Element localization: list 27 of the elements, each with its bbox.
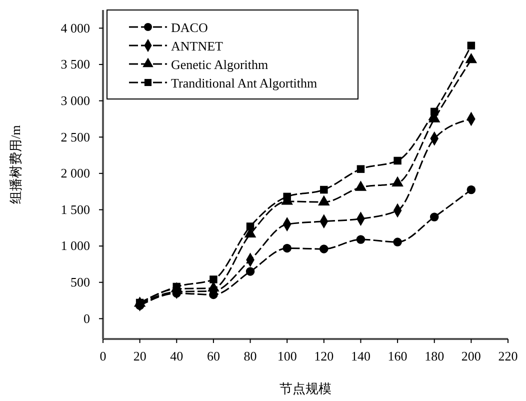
legend-label: DACO (171, 20, 208, 35)
y-tick-label: 1 500 (60, 202, 90, 217)
x-tick-label: 60 (206, 348, 220, 364)
x-tick-label: 120 (314, 348, 334, 364)
y-tick-label: 2 500 (60, 129, 90, 144)
x-tick-label: 0 (100, 348, 106, 364)
y-tick-label: 4 000 (60, 20, 90, 36)
y-tick-label: 3 000 (60, 92, 90, 108)
x-tick-label: 40 (170, 348, 184, 364)
x-tick-label: 140 (350, 348, 370, 364)
x-axis-title: 节点规模 (280, 381, 332, 396)
x-tick-label: 180 (424, 348, 444, 364)
legend-label: Tranditional Ant Algortithm (171, 76, 318, 90)
y-tick-label: 3 500 (60, 56, 90, 72)
x-tick-label: 20 (133, 348, 146, 364)
y-axis-title: 组播树费用/m (8, 125, 23, 204)
y-tick-label: 500 (70, 274, 90, 290)
x-tick-label: 200 (461, 348, 481, 364)
x-tick-label: 80 (244, 348, 257, 364)
y-tick-label: 2 000 (60, 166, 90, 181)
x-tick-label: 100 (277, 348, 297, 364)
y-tick-label: 1 000 (60, 238, 90, 254)
y-tick-label: 0 (84, 310, 90, 326)
x-tick-label: 160 (388, 348, 408, 364)
x-tick-label: 220 (498, 348, 518, 364)
legend-label: Genetic Algorithm (171, 57, 268, 72)
legend-label: ANTNET (171, 38, 224, 54)
